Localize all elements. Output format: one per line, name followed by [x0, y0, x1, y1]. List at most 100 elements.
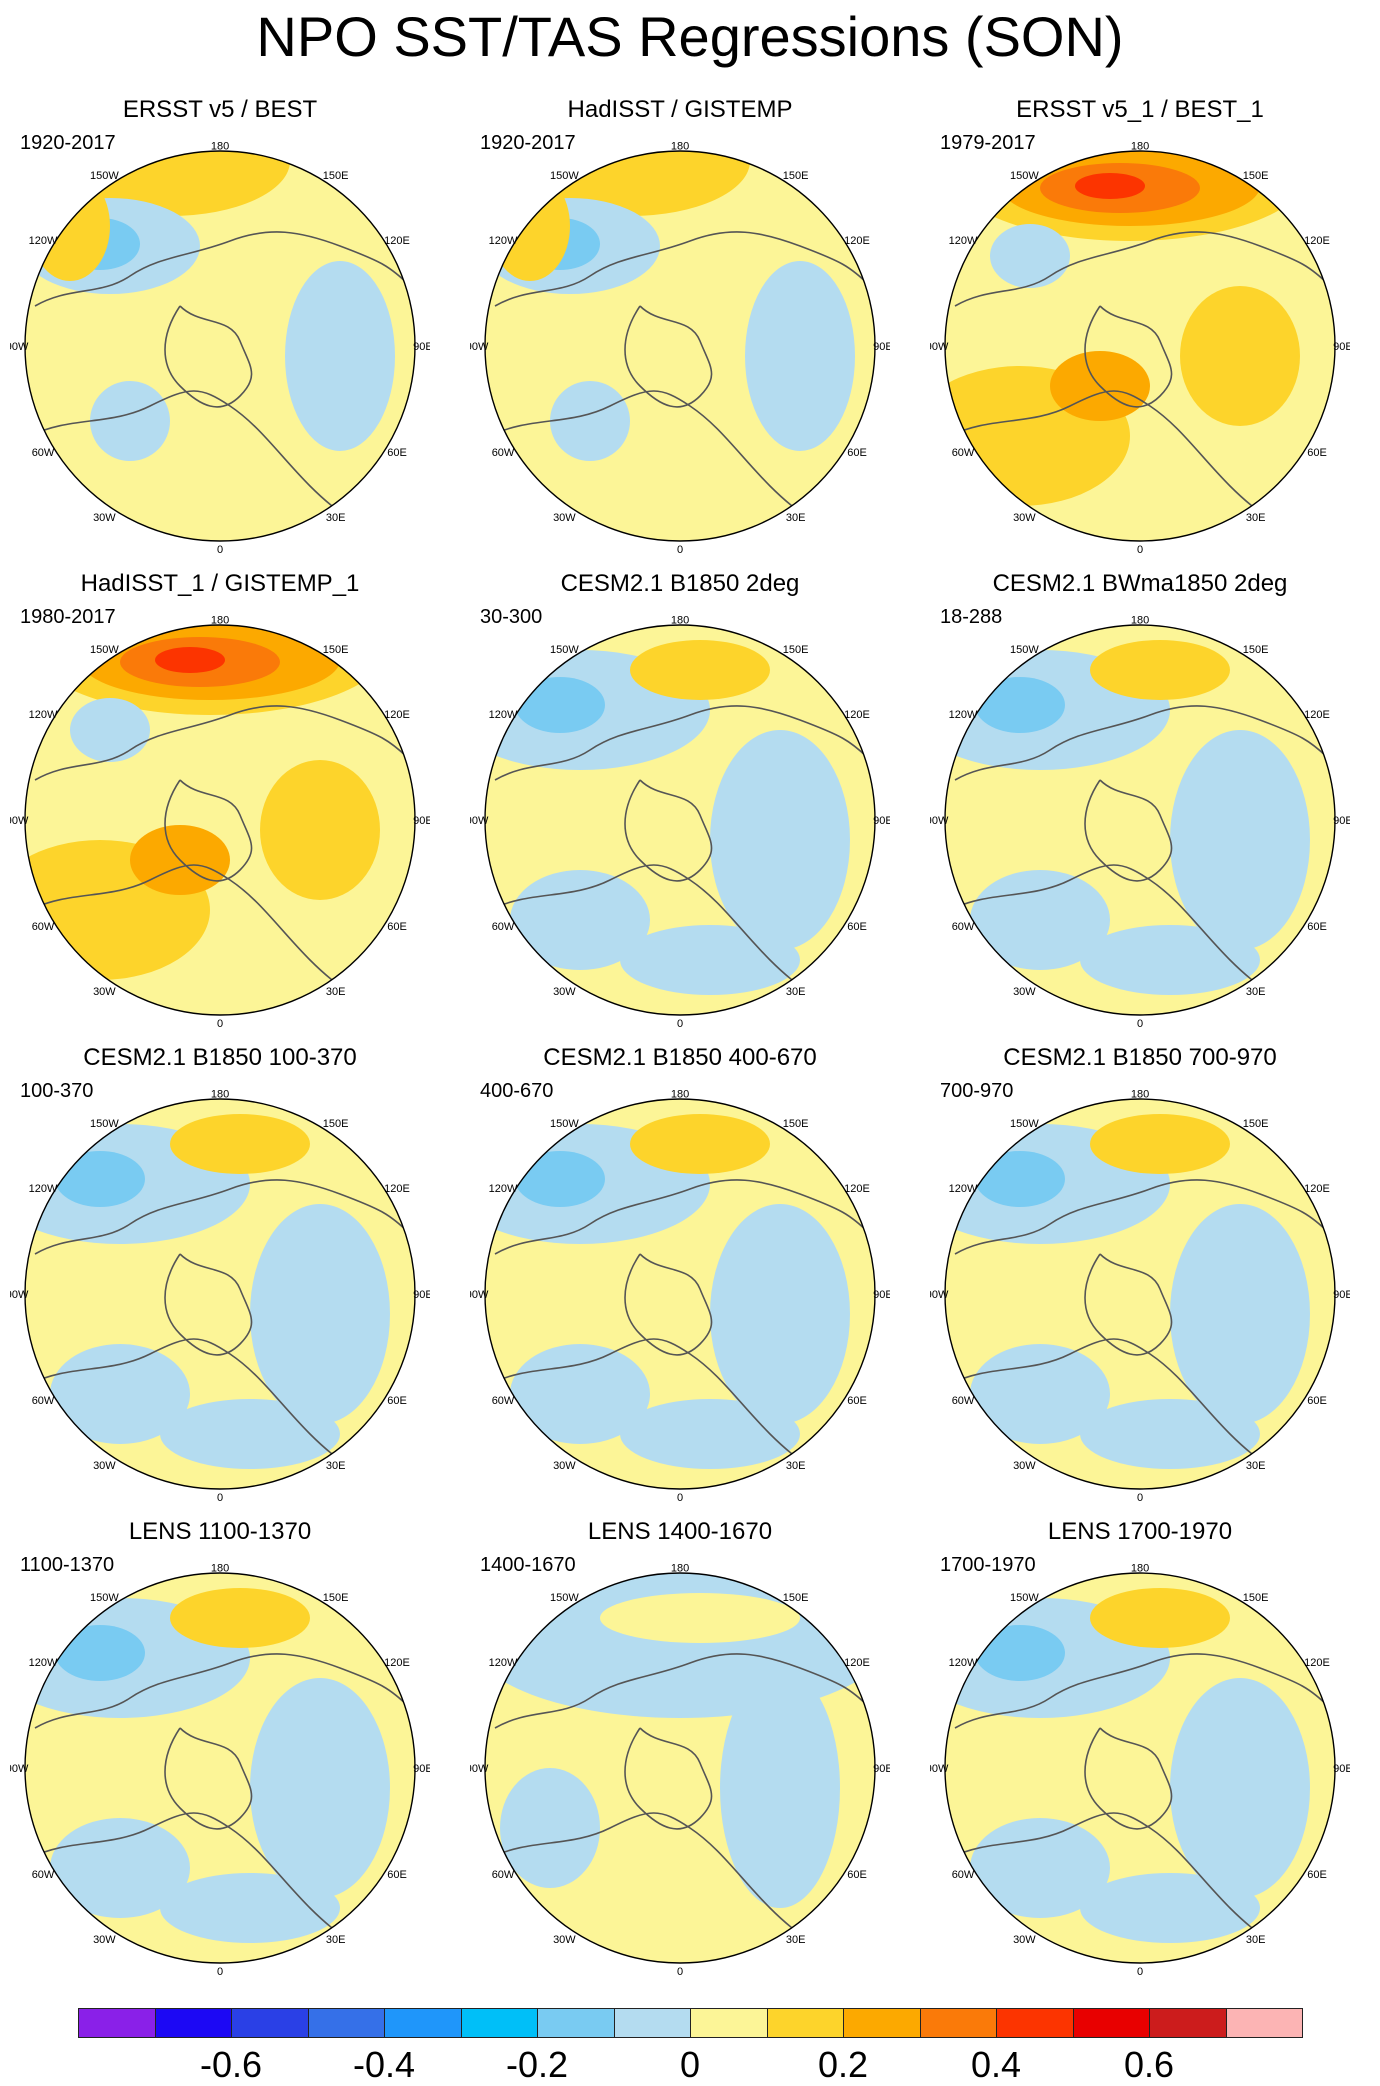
- map-panel: CESM2.1 B1850 400-670 180 150E 120E 90E 60E 30…: [470, 1044, 890, 1504]
- longitude-label: 30E: [1246, 512, 1266, 524]
- longitude-label: 0: [217, 1966, 223, 1978]
- panel-years: 1100-1370: [18, 1554, 117, 1577]
- panel-title: LENS 1100-1370: [128, 1518, 312, 1545]
- colorbar-segment: [690, 2008, 768, 2038]
- map-panel: ERSST v5_1 / BEST_1 180 150E 120E 90E 60E 30E 0…: [930, 96, 1350, 556]
- colorbar-segment: [307, 2008, 385, 2038]
- map-border: [944, 150, 1336, 542]
- longitude-label: 60W: [952, 447, 975, 459]
- panel-years: 1700-1970: [938, 1554, 1038, 1577]
- panel-title: ERSST v5 / BEST: [122, 96, 318, 123]
- colorbar-segment: [1149, 2008, 1227, 2038]
- longitude-label: 180: [671, 1562, 689, 1574]
- map-border: [24, 1572, 416, 1964]
- longitude-label: 90E: [873, 815, 890, 827]
- longitude-label: 60W: [952, 1869, 975, 1881]
- longitude-label: 60W: [952, 921, 975, 933]
- longitude-label: 150W: [550, 644, 579, 656]
- polar-map: 180 150E 120E 90E 60E 30E 0 30W 60W 90W 120W 150W: [10, 1088, 430, 1504]
- longitude-label: 120W: [29, 709, 58, 721]
- longitude-label: 30E: [786, 1934, 806, 1946]
- longitude-label: 60E: [1307, 1869, 1327, 1881]
- coastline: [949, 231, 1331, 537]
- longitude-label: 120W: [29, 235, 58, 247]
- anomaly-region: [490, 171, 570, 281]
- longitude-label: 150W: [1010, 1592, 1039, 1604]
- longitude-label: 150W: [90, 1118, 119, 1130]
- panel-years: 400-670: [478, 1080, 556, 1103]
- anomaly-region: [550, 381, 630, 461]
- longitude-label: 120E: [844, 1183, 870, 1195]
- longitude-label: 60W: [492, 1869, 515, 1881]
- anomaly-region: [975, 1151, 1065, 1207]
- longitude-label: 120W: [489, 235, 518, 247]
- figure-title: NPO SST/TAS Regressions (SON): [256, 5, 1124, 68]
- map-panel: HadISST_1 / GISTEMP_1 180 150E 120E 90E 60E 30…: [10, 570, 430, 1030]
- longitude-label: 120W: [949, 235, 978, 247]
- longitude-label: 60W: [952, 1395, 975, 1407]
- longitude-label: 30W: [1013, 512, 1036, 524]
- polar-map: 180 150E 120E 90E 60E 30E 0 30W 60W 90W 120W 150W: [930, 1562, 1350, 1978]
- anomaly-region: [1170, 1204, 1310, 1424]
- longitude-label: 180: [671, 140, 689, 152]
- anomaly-region: [515, 1151, 605, 1207]
- longitude-label: 30E: [786, 1460, 806, 1472]
- anomaly-region: [250, 1678, 390, 1898]
- longitude-label: 60E: [387, 1395, 407, 1407]
- longitude-label: 60E: [847, 1869, 867, 1881]
- coastline: [29, 1653, 411, 1959]
- longitude-label: 30E: [326, 986, 346, 998]
- panel-years: 1920-2017: [18, 132, 118, 155]
- longitude-label: 0: [1137, 1966, 1143, 1978]
- colorbar-tick-label: 0.6: [1123, 2044, 1175, 2085]
- longitude-label: 150W: [550, 1592, 579, 1604]
- anomaly-region: [170, 1114, 310, 1174]
- longitude-label: 120W: [949, 1657, 978, 1669]
- coastline: [489, 231, 871, 537]
- longitude-label: 150W: [90, 170, 119, 182]
- longitude-label: 180: [1131, 1562, 1149, 1574]
- longitude-label: 30W: [553, 1460, 576, 1472]
- longitude-label: 180: [211, 1088, 229, 1100]
- longitude-label: 30E: [326, 1934, 346, 1946]
- longitude-label: 150E: [1243, 1118, 1269, 1130]
- colorbar-segment: [919, 2008, 997, 2038]
- anomaly-region: [710, 1204, 850, 1424]
- longitude-label: 90E: [413, 1763, 430, 1775]
- longitude-label: 60E: [1307, 921, 1327, 933]
- anomaly-region: [1180, 286, 1300, 426]
- colorbar-segment: [384, 2008, 462, 2038]
- longitude-label: 60E: [847, 1395, 867, 1407]
- longitude-label: 30E: [1246, 1460, 1266, 1472]
- longitude-label: 180: [1131, 614, 1149, 626]
- anomaly-region: [70, 698, 150, 762]
- longitude-label: 0: [217, 544, 223, 556]
- polar-map: 180 150E 120E 90E 60E 30E 0 30W 60W 90W 120W 150W: [10, 140, 430, 556]
- longitude-label: 120E: [844, 1657, 870, 1669]
- anomaly-region: [160, 1873, 340, 1943]
- longitude-label: 30W: [1013, 1934, 1036, 1946]
- colorbar-segment: [460, 2008, 538, 2038]
- longitude-label: 60E: [387, 921, 407, 933]
- anomaly-region: [710, 730, 850, 950]
- panel-title: ERSST v5_1 / BEST_1: [1016, 96, 1264, 123]
- coastline: [949, 705, 1331, 1011]
- coastline: [29, 1179, 411, 1485]
- longitude-label: 120E: [1304, 1183, 1330, 1195]
- polar-map: 180 150E 120E 90E 60E 30E 0 30W 60W 90W 120W 150W: [930, 1088, 1350, 1504]
- anomaly-region: [720, 1668, 840, 1908]
- map-panel: CESM2.1 B1850 100-370 180 150E 120E 90E 60E 30…: [10, 1044, 430, 1504]
- panel-years: 1979-2017: [938, 132, 1038, 155]
- longitude-label: 120W: [29, 1657, 58, 1669]
- longitude-label: 120W: [489, 1657, 518, 1669]
- longitude-label: 90W: [10, 1289, 29, 1301]
- longitude-label: 120W: [29, 1183, 58, 1195]
- anomaly-region: [1090, 640, 1230, 700]
- longitude-label: 120E: [844, 235, 870, 247]
- longitude-label: 120W: [489, 709, 518, 721]
- longitude-label: 30W: [553, 512, 576, 524]
- longitude-label: 60W: [32, 447, 55, 459]
- longitude-label: 90W: [470, 1289, 489, 1301]
- map-panel: LENS 1700-1970 180 150E 120E 90E 60E 30E 0 30W 60…: [930, 1518, 1350, 1978]
- anomaly-region: [155, 647, 225, 673]
